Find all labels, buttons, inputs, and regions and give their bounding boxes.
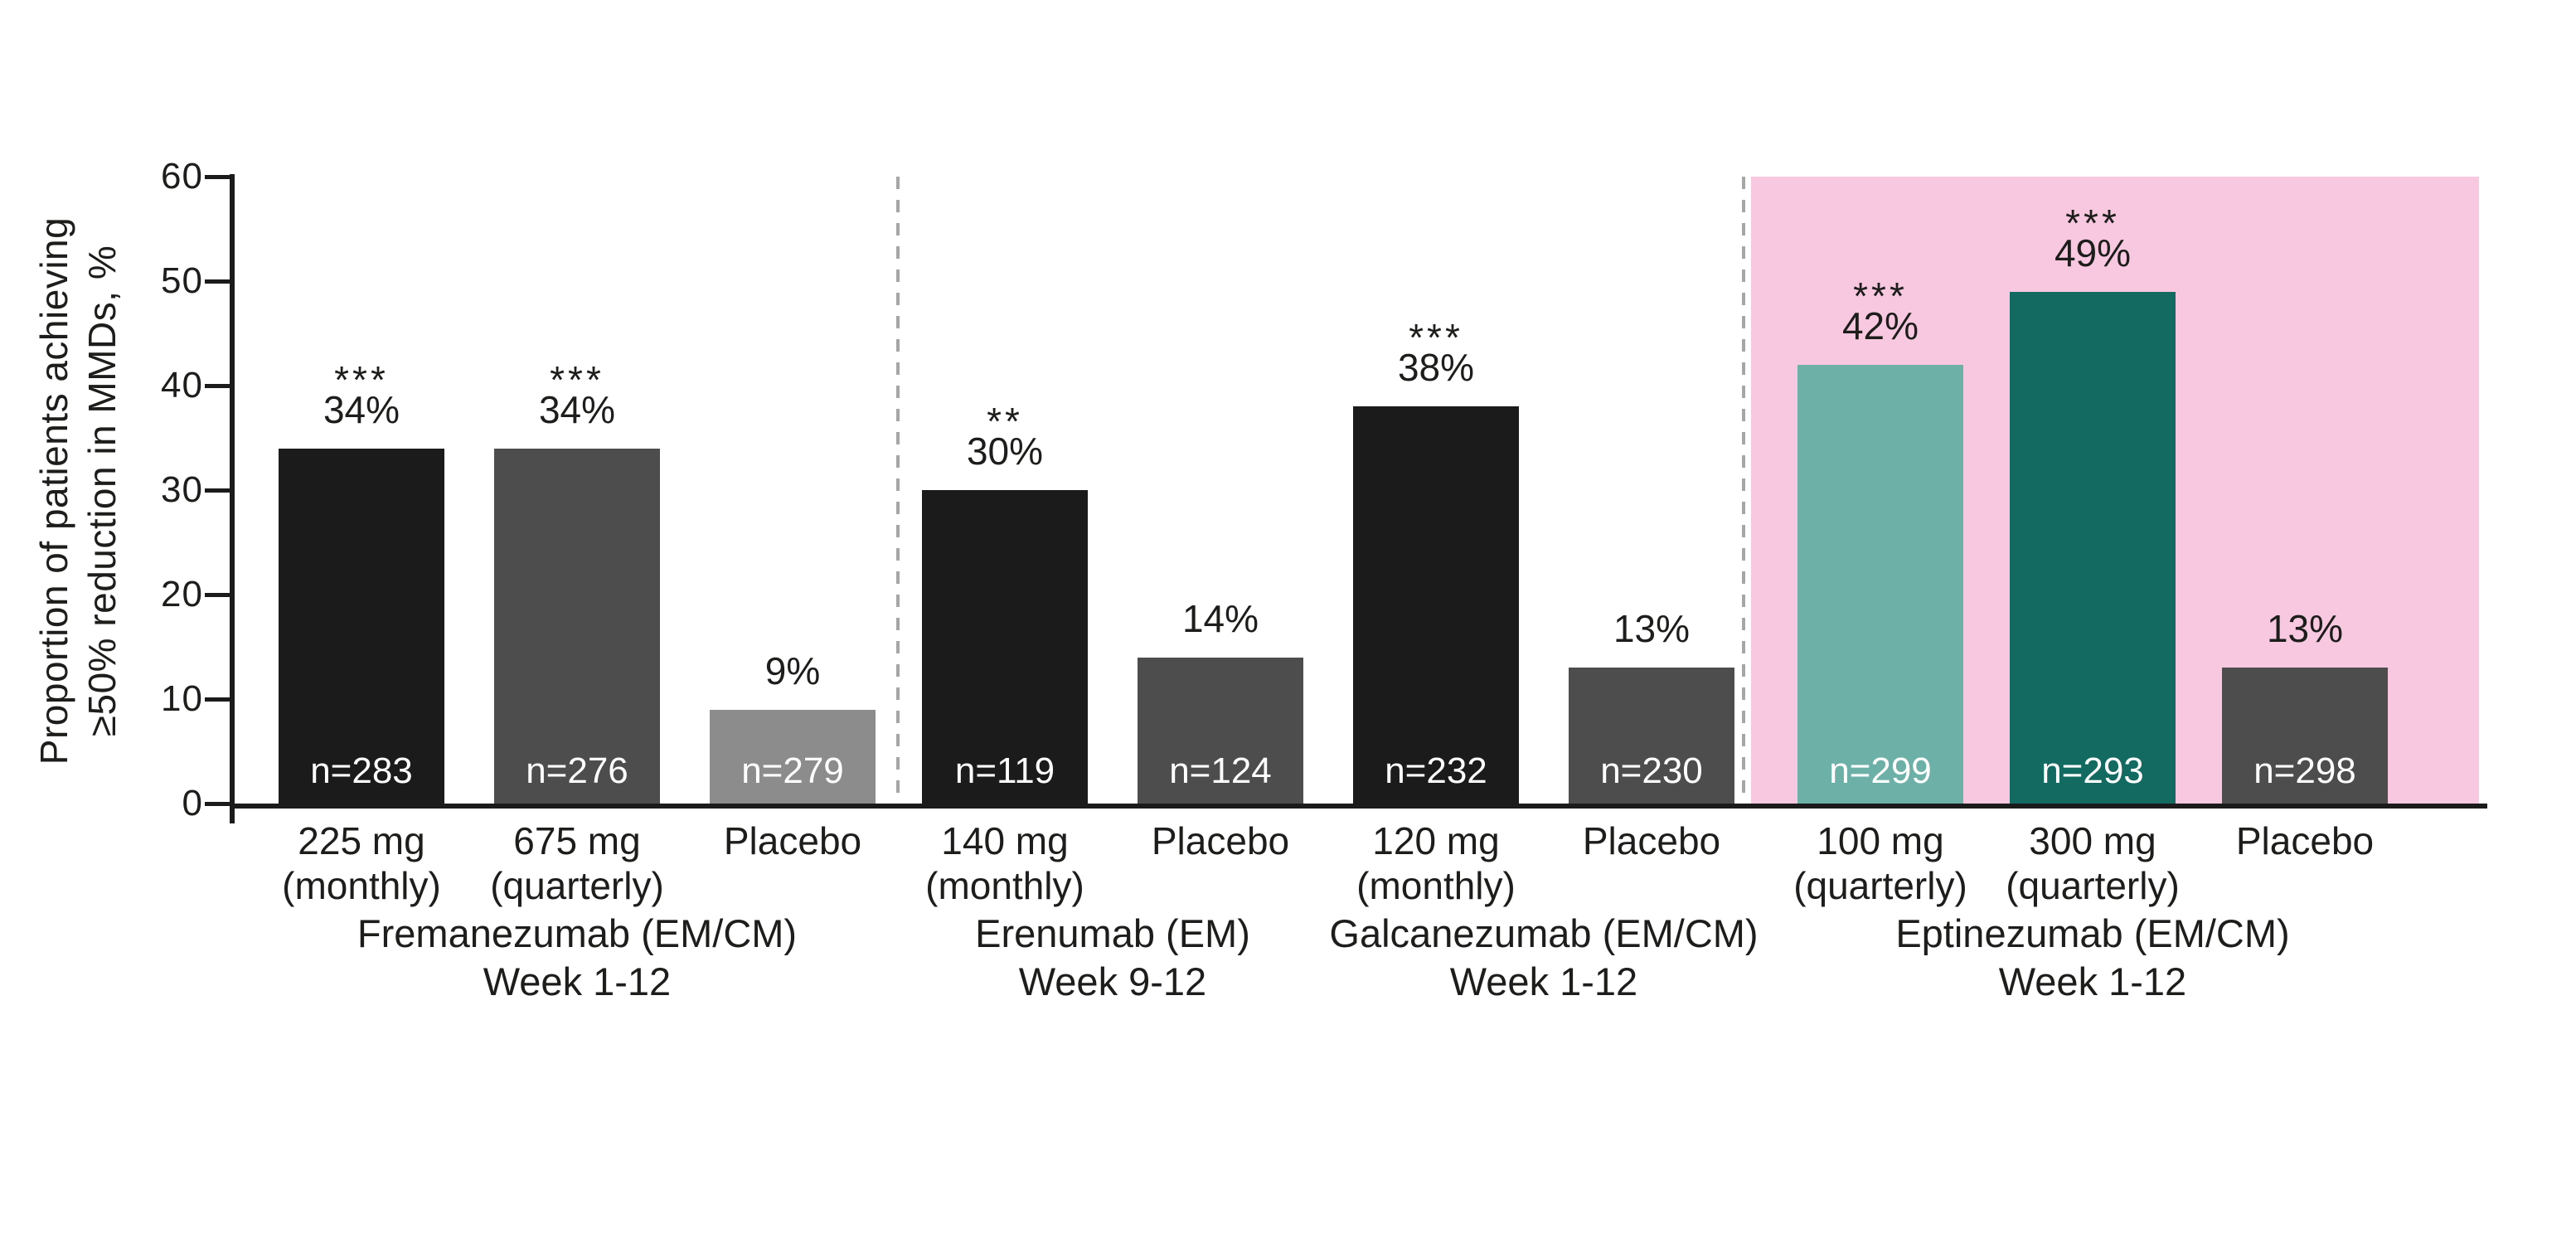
bar-value-label: 42% (1841, 304, 1919, 347)
bar-fremanezumab-225mg: n=283 (279, 449, 444, 804)
group-title-eptinezumab: Eptinezumab (EM/CM) Week 1-12 (1895, 911, 2290, 1003)
bar-value-label: 13% (2266, 607, 2344, 650)
y-tick-label: 50 (161, 260, 203, 301)
bar-n-label: n=124 (1169, 750, 1272, 791)
group-divider-line (896, 177, 900, 804)
y-tick-label: 60 (161, 156, 203, 197)
y-tick-label: 30 (161, 469, 203, 510)
significance-marker: *** (1853, 274, 1908, 318)
bar-n-label: n=283 (310, 750, 413, 791)
bar-eptinezumab-placebo: n=298 (2222, 668, 2388, 804)
y-tick-mark (205, 593, 232, 597)
significance-marker: *** (334, 358, 389, 401)
x-tick-label: 300 mg (quarterly) (2006, 819, 2180, 907)
bar-value-label: 38% (1397, 346, 1475, 389)
y-tick-mark (205, 697, 232, 702)
x-tick-label: Placebo (723, 819, 862, 862)
x-tick-label: 140 mg (monthly) (925, 819, 1084, 907)
group-divider-line (1742, 177, 1745, 804)
x-tick-label: Placebo (1582, 819, 1721, 862)
bar-n-label: n=119 (954, 750, 1055, 791)
group-title-galcanezumab: Galcanezumab (EM/CM) Week 1-12 (1329, 911, 1759, 1003)
y-tick-mark (205, 384, 232, 388)
significance-marker: *** (2065, 202, 2120, 245)
y-axis-line (230, 174, 235, 823)
bar-value-label: 13% (1613, 607, 1691, 650)
bar-erenumab-placebo: n=124 (1138, 658, 1303, 804)
y-tick-mark (205, 279, 232, 284)
group-title-erenumab: Erenumab (EM) Week 9-12 (975, 911, 1250, 1003)
bar-fremanezumab-675mg: n=276 (494, 449, 660, 804)
x-tick-label: 225 mg (monthly) (282, 819, 441, 907)
bar-value-label: 9% (764, 649, 821, 692)
bar-n-label: n=279 (741, 750, 844, 791)
y-tick-label: 20 (161, 574, 203, 614)
bar-eptinezumab-100mg: n=299 (1797, 365, 1963, 804)
bar-n-label: n=299 (1829, 750, 1932, 791)
bar-value-label: 34% (538, 388, 616, 431)
significance-marker: *** (1409, 316, 1463, 359)
bar-value-label: 34% (323, 388, 400, 431)
y-tick-mark (205, 175, 232, 179)
bar-n-label: n=293 (2041, 750, 2144, 791)
bar-value-label: 14% (1181, 597, 1259, 640)
bar-galcanezumab-placebo: n=230 (1569, 668, 1734, 804)
group-title-fremanezumab: Fremanezumab (EM/CM) Week 1-12 (357, 911, 798, 1003)
y-tick-label: 40 (161, 365, 203, 406)
y-tick-mark (205, 802, 232, 806)
bar-n-label: n=298 (2253, 750, 2356, 791)
x-tick-label: 120 mg (monthly) (1356, 819, 1516, 907)
bar-n-label: n=232 (1385, 750, 1487, 791)
x-tick-label: Placebo (1151, 819, 1290, 862)
x-tick-label: 100 mg (quarterly) (1793, 819, 1967, 907)
significance-marker: ** (987, 400, 1023, 443)
bar-fremanezumab-placebo: n=279 (710, 710, 876, 804)
bar-n-label: n=276 (526, 750, 628, 791)
x-tick-label: 675 mg (quarterly) (490, 819, 664, 907)
bar-erenumab-140mg: n=119 (922, 490, 1088, 804)
bar-value-label: 49% (2054, 231, 2132, 274)
y-tick-label: 10 (161, 678, 203, 719)
bar-eptinezumab-300mg: n=293 (2010, 292, 2176, 804)
y-tick-mark (205, 488, 232, 493)
x-tick-label: Placebo (2235, 819, 2375, 862)
bar-galcanezumab-120mg: n=232 (1353, 406, 1519, 804)
significance-marker: *** (550, 358, 604, 401)
bar-value-label: 30% (966, 430, 1044, 473)
y-tick-label: 0 (182, 783, 203, 823)
x-axis-line (230, 804, 2487, 809)
bar-n-label: n=230 (1600, 750, 1703, 791)
